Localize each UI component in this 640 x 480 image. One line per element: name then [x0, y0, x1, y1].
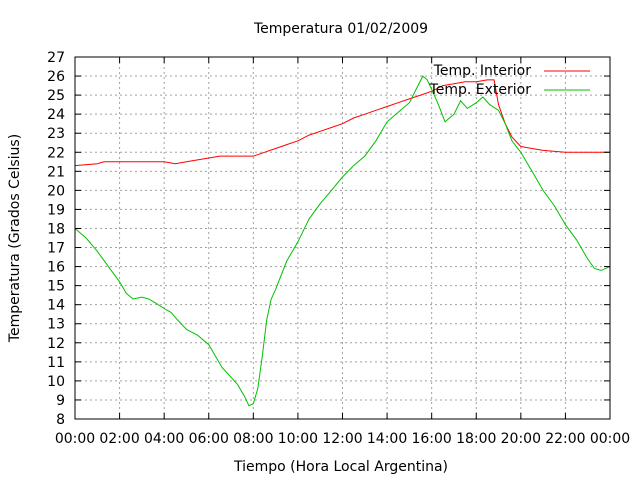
y-tick-label: 26 — [47, 69, 65, 85]
series-line-temp-interior — [74, 79, 610, 167]
y-tick-label: 8 — [56, 412, 65, 428]
y-tick-label: 9 — [56, 393, 65, 409]
y-tick-label: 25 — [47, 88, 65, 104]
x-tick-label: 00:00 — [590, 431, 630, 447]
grid — [75, 57, 610, 419]
x-tick-label: 08:00 — [233, 431, 273, 447]
y-axis-label: Temperatura (Grados Celsius) — [7, 134, 23, 343]
y-tick-label: 14 — [47, 298, 65, 314]
x-tick-label: 16:00 — [411, 431, 451, 447]
x-axis-label: Tiempo (Hora Local Argentina) — [233, 459, 448, 475]
x-tick-label: 00:00 — [55, 431, 95, 447]
x-tick-label: 04:00 — [144, 431, 184, 447]
y-tick-labels: 8 9 10 11 12 13 14 15 16 17 18 19 20 21 22 23 24 25 26 27 — [47, 50, 65, 428]
y-tick-label: 27 — [47, 50, 65, 66]
x-tick-label: 12:00 — [322, 431, 362, 447]
series-lines — [74, 75, 611, 407]
y-tick-label: 17 — [47, 241, 65, 257]
y-tick-label: 10 — [47, 374, 65, 390]
legend-label-exterior: Temp. Exterior — [429, 82, 532, 98]
legend-label-interior: Temp. Interior — [433, 63, 532, 79]
y-tick-label: 20 — [47, 183, 65, 199]
x-tick-label: 02:00 — [99, 431, 139, 447]
y-tick-label: 23 — [47, 126, 65, 142]
y-tick-label: 22 — [47, 145, 65, 161]
series-line-temp-exterior — [74, 75, 611, 407]
x-tick-label: 06:00 — [189, 431, 229, 447]
y-tick-label: 18 — [47, 221, 65, 237]
y-tick-label: 19 — [47, 202, 65, 218]
y-tick-label: 24 — [47, 107, 65, 123]
x-tick-label: 18:00 — [456, 431, 496, 447]
legend: Temp. Interior Temp. Exterior — [429, 63, 590, 98]
x-tick-label: 10:00 — [278, 431, 318, 447]
y-tick-label: 11 — [47, 355, 65, 371]
y-tick-label: 21 — [47, 164, 65, 180]
x-tick-labels: 00:00 02:00 04:00 06:00 08:00 10:00 12:00 14:00… — [55, 431, 630, 447]
y-tick-label: 15 — [47, 279, 65, 295]
x-tick-label: 14:00 — [367, 431, 407, 447]
axis-ticks — [74, 56, 611, 420]
y-tick-label: 16 — [47, 260, 65, 276]
chart-title: Temperatura 01/02/2009 — [253, 21, 428, 37]
x-tick-label: 20:00 — [501, 431, 541, 447]
y-tick-label: 12 — [47, 336, 65, 352]
y-tick-label: 13 — [47, 317, 65, 333]
x-tick-label: 22:00 — [545, 431, 585, 447]
